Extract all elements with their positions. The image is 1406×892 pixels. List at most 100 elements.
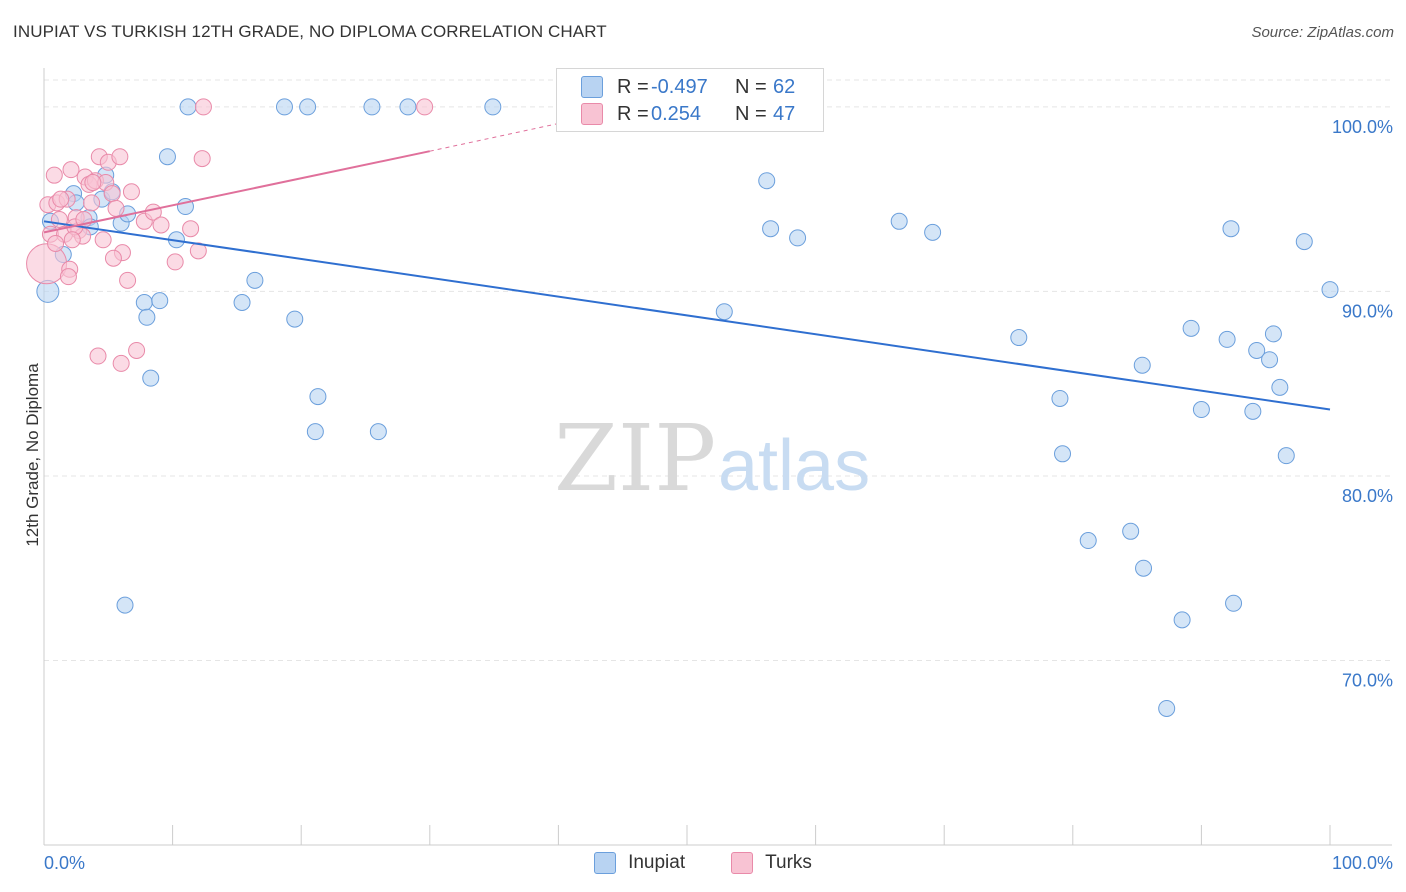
turks-point <box>122 183 140 201</box>
turks-point <box>119 271 137 289</box>
inupiat-point <box>1218 330 1236 348</box>
inupiat-point <box>299 98 317 116</box>
legend-n-label: N = <box>735 75 767 98</box>
y-tick-label: 70.0% <box>1342 670 1393 690</box>
y-axis-title: 12th Grade, No Diploma <box>23 363 42 547</box>
turks-point <box>416 98 434 116</box>
inupiat-point <box>1051 389 1069 407</box>
turks-point <box>89 347 107 365</box>
x-tick-label-min: 0.0% <box>44 853 85 873</box>
inupiat-swatch <box>581 76 603 98</box>
inupiat-point <box>1244 402 1262 420</box>
legend-n-value: 62 <box>773 75 796 98</box>
legend-label-inupiat: Inupiat <box>628 852 686 873</box>
inupiat-legend-swatch <box>594 852 617 874</box>
chart-title: INUPIAT VS TURKISH 12TH GRADE, NO DIPLOM… <box>13 22 607 41</box>
inupiat-point <box>1054 445 1072 463</box>
turks-point <box>111 148 129 166</box>
watermark-atlas: atlas <box>718 426 870 506</box>
turks-point <box>62 161 80 179</box>
turks-point <box>194 98 212 116</box>
turks-point <box>52 190 70 208</box>
turks-point <box>59 268 77 286</box>
turks-point <box>47 234 65 252</box>
y-tick-label: 80.0% <box>1342 486 1393 506</box>
legend-r-value: -0.497 <box>651 75 708 98</box>
inupiat-point <box>138 308 156 326</box>
legend-label-turks: Turks <box>765 852 812 873</box>
inupiat-point <box>1248 341 1266 359</box>
inupiat-point <box>158 148 176 166</box>
inupiat-point <box>1264 325 1282 343</box>
turks-point <box>128 341 146 359</box>
label-layer: 70.0% 80.0% 90.0% 100.0% 0.0% 100.0% <box>44 117 1393 873</box>
inupiat-point <box>1079 532 1097 550</box>
turks-point <box>152 216 170 234</box>
inupiat-point <box>286 310 304 328</box>
turks-point <box>94 231 112 249</box>
series-legend: Inupiat Turks <box>0 852 1406 874</box>
inupiat-point <box>233 294 251 311</box>
turks-legend-swatch <box>731 852 754 874</box>
inupiat-point <box>1277 447 1295 465</box>
inupiat-point <box>275 98 293 116</box>
points-layer <box>26 98 1339 717</box>
legend-item-turks[interactable]: Turks <box>731 852 812 874</box>
turks-point <box>112 354 130 372</box>
inupiat-point <box>762 220 780 238</box>
y-tick-label: 90.0% <box>1342 301 1393 321</box>
turks-point <box>189 242 207 260</box>
watermark: ZIP atlas <box>554 405 870 512</box>
turks-point <box>104 249 122 267</box>
legend-item-inupiat[interactable]: Inupiat <box>594 852 685 874</box>
inupiat-point <box>116 596 134 614</box>
inupiat-point <box>151 292 169 310</box>
inupiat-point <box>309 388 327 406</box>
inupiat-point <box>1261 351 1279 369</box>
turks-swatch <box>581 103 603 125</box>
inupiat-point <box>1192 401 1210 419</box>
inupiat-point <box>1321 281 1339 299</box>
turks-trendline <box>43 150 431 234</box>
inupiat-point <box>1122 522 1140 540</box>
inupiat-trendline <box>43 220 1331 411</box>
watermark-zip: ZIP <box>554 405 716 512</box>
turks-point <box>84 174 102 192</box>
turks-point <box>193 150 211 168</box>
grid-layer <box>44 79 1392 661</box>
inupiat-point <box>890 212 908 230</box>
turks-point <box>103 185 121 203</box>
inupiat-point <box>789 229 807 247</box>
source-label: Source: ZipAtlas.com <box>1251 24 1394 41</box>
inupiat-point <box>484 98 502 116</box>
inupiat-point <box>142 369 160 387</box>
turks-point <box>166 253 184 271</box>
inupiat-point <box>1182 319 1200 337</box>
inupiat-point <box>246 271 264 289</box>
inupiat-point <box>135 294 153 311</box>
inupiat-point <box>1133 356 1151 374</box>
inupiat-point <box>369 423 387 441</box>
turks-point <box>107 199 125 217</box>
turks-point <box>45 166 63 184</box>
turks-point <box>83 194 101 212</box>
inupiat-point <box>399 98 417 116</box>
legend-row-inupiat: R = -0.497 N = 62 <box>581 74 795 100</box>
legend-r-label: R = <box>617 75 649 98</box>
inupiat-point <box>924 223 942 241</box>
inupiat-point <box>1173 611 1191 629</box>
turks-point <box>63 231 81 249</box>
correlation-legend: R = -0.497 N = 62 R = 0.254 N = 47 <box>556 68 824 132</box>
inupiat-point <box>179 98 197 116</box>
inupiat-point <box>1295 233 1313 251</box>
y-tick-label: 100.0% <box>1332 117 1393 137</box>
inupiat-point <box>1158 699 1176 717</box>
inupiat-point <box>1271 378 1289 396</box>
turks-point <box>182 220 200 238</box>
inupiat-point <box>363 98 381 116</box>
legend-row-turks: R = 0.254 N = 47 <box>581 101 795 127</box>
inupiat-point <box>758 172 776 190</box>
legend-r-value: 0.254 <box>651 102 702 125</box>
inupiat-point <box>1010 329 1028 347</box>
